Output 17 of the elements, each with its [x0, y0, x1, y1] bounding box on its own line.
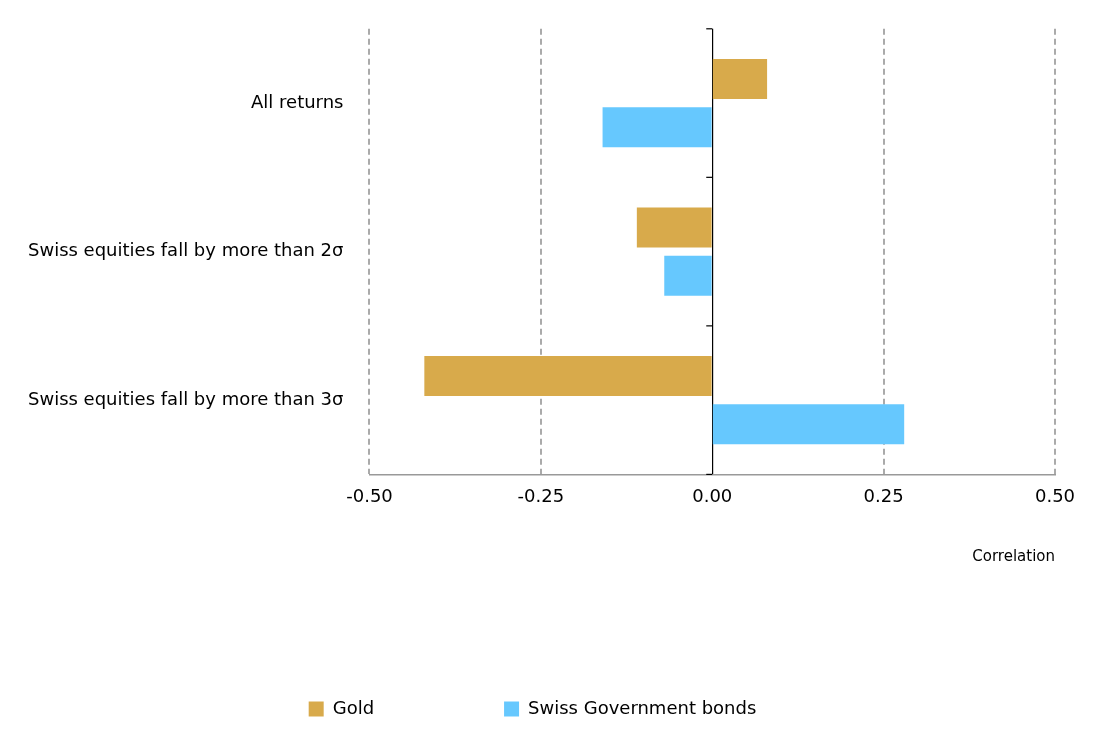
y-tick-label: All returns [251, 90, 344, 112]
legend-label: Gold [332, 696, 375, 718]
bar [712, 58, 768, 99]
x-tick-label: 0.25 [863, 484, 904, 506]
x-axis-title: Correlation [972, 546, 1055, 565]
bar [664, 255, 712, 296]
x-tick-label: -0.25 [517, 484, 565, 506]
x-tick-label: 0.50 [1034, 484, 1076, 506]
y-tick-label: Swiss equities fall by more than 3σ [27, 387, 344, 409]
bar [424, 355, 712, 397]
y-tick-label: Swiss equities fall by more than 2σ [27, 239, 344, 261]
x-tick-label: -0.50 [346, 484, 393, 506]
x-tick-label: 0.00 [692, 484, 733, 506]
bar [712, 404, 905, 445]
bar [636, 207, 712, 248]
legend-label: Swiss Government bonds [528, 696, 757, 718]
bar [602, 107, 712, 148]
